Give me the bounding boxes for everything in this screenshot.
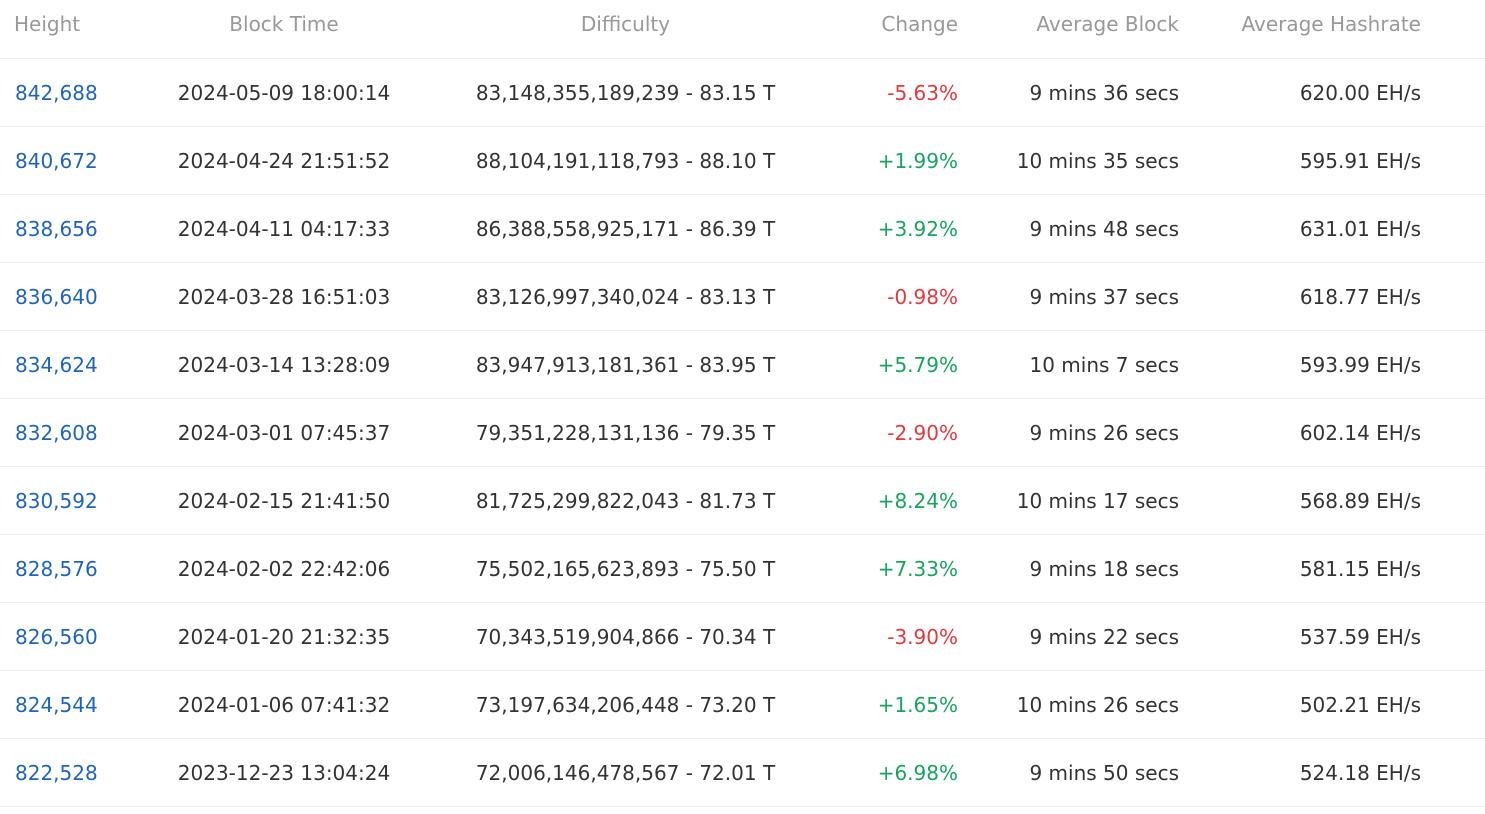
average-hashrate-cell: 593.99 EH/s <box>1299 352 1421 377</box>
difficulty-cell: 75,502,165,623,893 - 75.50 T <box>475 556 776 581</box>
column-header-height: Height <box>14 12 81 36</box>
average-hashrate-cell: 568.89 EH/s <box>1299 488 1421 513</box>
height-cell: 840,672 <box>0 149 150 173</box>
block-height-link[interactable]: 828,576 <box>15 556 98 581</box>
change-cell: +3.92% <box>877 216 958 241</box>
column-header-change: Change <box>881 12 958 36</box>
block-height-link[interactable]: 838,656 <box>15 216 98 241</box>
table-row: 830,592 2024-02-15 21:41:50 81,725,299,822… <box>0 467 1485 535</box>
block-time-cell: 2024-01-20 21:32:35 <box>177 624 391 649</box>
average-hashrate-cell: 618.77 EH/s <box>1299 284 1421 309</box>
change-cell: -2.90% <box>887 420 958 445</box>
difficulty-cell: 79,351,228,131,136 - 79.35 T <box>475 420 776 445</box>
height-cell: 834,624 <box>0 353 150 377</box>
block-height-link[interactable]: 836,640 <box>15 284 98 309</box>
height-cell: 838,656 <box>0 217 150 241</box>
table-body: 842,688 2024-05-09 18:00:14 83,148,355,189… <box>0 59 1485 807</box>
change-cell: -5.63% <box>887 80 958 105</box>
change-cell: +7.33% <box>877 556 958 581</box>
average-hashrate-cell: 537.59 EH/s <box>1299 624 1421 649</box>
average-block-cell: 9 mins 36 secs <box>1029 80 1179 105</box>
average-block-cell: 9 mins 18 secs <box>1029 556 1179 581</box>
height-cell: 836,640 <box>0 285 150 309</box>
block-time-cell: 2024-02-02 22:42:06 <box>177 556 391 581</box>
height-cell: 824,544 <box>0 693 150 717</box>
block-height-link[interactable]: 824,544 <box>15 692 98 717</box>
difficulty-cell: 73,197,634,206,448 - 73.20 T <box>475 692 776 717</box>
block-height-link[interactable]: 832,608 <box>15 420 98 445</box>
table-row: 840,672 2024-04-24 21:51:52 88,104,191,118… <box>0 127 1485 195</box>
table-row: 838,656 2024-04-11 04:17:33 86,388,558,925… <box>0 195 1485 263</box>
average-hashrate-cell: 581.15 EH/s <box>1299 556 1421 581</box>
column-header-difficulty: Difficulty <box>580 12 671 36</box>
column-header-average-hashrate: Average Hashrate <box>1241 12 1421 36</box>
change-cell: +8.24% <box>877 488 958 513</box>
change-cell: +5.79% <box>877 352 958 377</box>
average-hashrate-cell: 602.14 EH/s <box>1299 420 1421 445</box>
table-row: 842,688 2024-05-09 18:00:14 83,148,355,189… <box>0 59 1485 127</box>
average-block-cell: 9 mins 26 secs <box>1029 420 1179 445</box>
block-time-cell: 2024-03-14 13:28:09 <box>177 352 391 377</box>
average-block-cell: 9 mins 22 secs <box>1029 624 1179 649</box>
average-hashrate-cell: 595.91 EH/s <box>1299 148 1421 173</box>
block-time-cell: 2024-05-09 18:00:14 <box>177 80 391 105</box>
average-block-cell: 10 mins 7 secs <box>1029 352 1179 377</box>
table-row: 832,608 2024-03-01 07:45:37 79,351,228,131… <box>0 399 1485 467</box>
block-time-cell: 2024-03-01 07:45:37 <box>177 420 391 445</box>
difficulty-cell: 86,388,558,925,171 - 86.39 T <box>475 216 776 241</box>
block-time-cell: 2024-02-15 21:41:50 <box>177 488 391 513</box>
average-block-cell: 9 mins 37 secs <box>1029 284 1179 309</box>
difficulty-cell: 72,006,146,478,567 - 72.01 T <box>475 760 776 785</box>
difficulty-cell: 83,148,355,189,239 - 83.15 T <box>475 80 776 105</box>
block-time-cell: 2024-04-11 04:17:33 <box>177 216 391 241</box>
difficulty-cell: 83,126,997,340,024 - 83.13 T <box>475 284 776 309</box>
average-block-cell: 9 mins 50 secs <box>1029 760 1179 785</box>
average-block-cell: 10 mins 35 secs <box>1016 148 1179 173</box>
column-header-block-time: Block Time <box>229 12 339 36</box>
difficulty-cell: 83,947,913,181,361 - 83.95 T <box>475 352 776 377</box>
table-row: 836,640 2024-03-28 16:51:03 83,126,997,340… <box>0 263 1485 331</box>
table-row: 824,544 2024-01-06 07:41:32 73,197,634,206… <box>0 671 1485 739</box>
table-row: 828,576 2024-02-02 22:42:06 75,502,165,623… <box>0 535 1485 603</box>
average-block-cell: 10 mins 17 secs <box>1016 488 1179 513</box>
block-time-cell: 2024-01-06 07:41:32 <box>177 692 391 717</box>
average-block-cell: 10 mins 26 secs <box>1016 692 1179 717</box>
height-cell: 822,528 <box>0 761 150 785</box>
average-hashrate-cell: 631.01 EH/s <box>1299 216 1421 241</box>
average-hashrate-cell: 524.18 EH/s <box>1299 760 1421 785</box>
change-cell: -0.98% <box>887 284 958 309</box>
block-time-cell: 2024-03-28 16:51:03 <box>177 284 391 309</box>
block-height-link[interactable]: 834,624 <box>15 352 98 377</box>
table-header: Height Block Time Difficulty Change Aver… <box>0 0 1485 59</box>
change-cell: +1.99% <box>877 148 958 173</box>
height-cell: 832,608 <box>0 421 150 445</box>
difficulty-cell: 81,725,299,822,043 - 81.73 T <box>475 488 776 513</box>
average-hashrate-cell: 620.00 EH/s <box>1299 80 1421 105</box>
table-row: 826,560 2024-01-20 21:32:35 70,343,519,904… <box>0 603 1485 671</box>
average-block-cell: 9 mins 48 secs <box>1029 216 1179 241</box>
change-cell: +6.98% <box>877 760 958 785</box>
difficulty-cell: 70,343,519,904,866 - 70.34 T <box>475 624 776 649</box>
height-cell: 830,592 <box>0 489 150 513</box>
block-height-link[interactable]: 822,528 <box>15 760 98 785</box>
height-cell: 826,560 <box>0 625 150 649</box>
table-row: 834,624 2024-03-14 13:28:09 83,947,913,181… <box>0 331 1485 399</box>
block-time-cell: 2024-04-24 21:51:52 <box>177 148 391 173</box>
difficulty-cell: 88,104,191,118,793 - 88.10 T <box>475 148 776 173</box>
average-hashrate-cell: 502.21 EH/s <box>1299 692 1421 717</box>
block-height-link[interactable]: 840,672 <box>15 148 98 173</box>
change-cell: -3.90% <box>887 624 958 649</box>
table-row: 822,528 2023-12-23 13:04:24 72,006,146,478… <box>0 739 1485 807</box>
block-height-link[interactable]: 830,592 <box>15 488 98 513</box>
height-cell: 828,576 <box>0 557 150 581</box>
change-cell: +1.65% <box>877 692 958 717</box>
block-height-link[interactable]: 826,560 <box>15 624 98 649</box>
column-header-average-block: Average Block <box>1036 12 1179 36</box>
height-cell: 842,688 <box>0 81 150 105</box>
block-height-link[interactable]: 842,688 <box>15 80 98 105</box>
block-time-cell: 2023-12-23 13:04:24 <box>177 760 391 785</box>
